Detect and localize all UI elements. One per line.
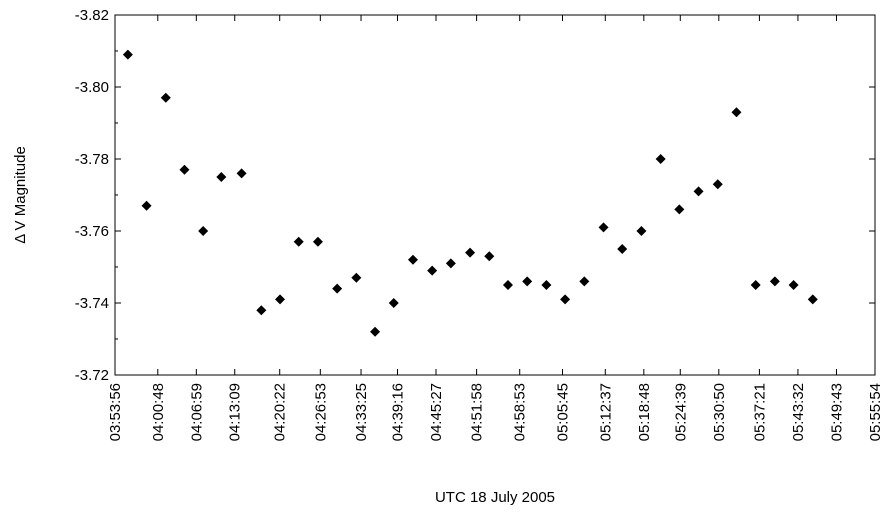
data-point bbox=[216, 172, 227, 182]
data-points bbox=[122, 49, 818, 337]
data-point bbox=[427, 265, 438, 276]
x-tick-label: 04:45:27 bbox=[428, 383, 445, 441]
x-axis: 03:53:56 04:00:48 04:06:59 04:13:09 04:20:22… bbox=[107, 15, 881, 441]
x-tick-label: 04:13:09 bbox=[227, 383, 244, 441]
data-point bbox=[636, 226, 647, 236]
data-point bbox=[807, 294, 818, 305]
x-tick-label: 03:53:56 bbox=[107, 383, 124, 441]
data-point bbox=[598, 222, 609, 233]
x-tick-label: 04:20:22 bbox=[272, 383, 289, 441]
data-point bbox=[484, 251, 495, 262]
y-tick-label: -3.76 bbox=[75, 223, 109, 240]
data-point bbox=[122, 49, 133, 60]
x-tick-label: 05:37:21 bbox=[751, 383, 768, 441]
y-tick-label: -3.72 bbox=[75, 367, 109, 384]
data-point bbox=[712, 179, 723, 190]
data-point bbox=[522, 276, 533, 287]
x-tick-label: 04:33:25 bbox=[353, 383, 370, 441]
x-tick-label: 04:00:48 bbox=[150, 383, 167, 441]
data-point bbox=[445, 258, 456, 269]
data-point bbox=[236, 168, 247, 179]
data-point bbox=[275, 294, 286, 305]
y-tick-label: -3.78 bbox=[75, 151, 109, 168]
x-tick-label: 05:18:48 bbox=[636, 383, 653, 441]
data-point bbox=[179, 164, 190, 175]
y-axis-title: Δ V Magnitude bbox=[12, 146, 29, 244]
x-tick-label: 05:30:50 bbox=[711, 383, 728, 441]
x-tick-label: 05:49:43 bbox=[828, 383, 845, 441]
x-tick-label: 04:06:59 bbox=[188, 383, 205, 441]
data-point bbox=[407, 254, 418, 265]
data-point bbox=[617, 244, 628, 254]
y-tick-label: -3.82 bbox=[75, 7, 109, 24]
x-tick-label: 04:39:16 bbox=[389, 383, 406, 441]
data-point bbox=[160, 92, 171, 103]
data-point bbox=[788, 280, 799, 290]
data-point bbox=[256, 305, 267, 316]
data-point bbox=[579, 276, 590, 287]
data-point bbox=[388, 298, 399, 308]
data-point bbox=[731, 107, 742, 118]
data-point bbox=[502, 280, 513, 290]
data-point bbox=[465, 247, 476, 258]
x-tick-label: 05:43:32 bbox=[790, 383, 807, 441]
x-axis-title: UTC 18 July 2005 bbox=[435, 489, 555, 506]
y-tick-label: -3.74 bbox=[75, 295, 109, 312]
x-tick-label: 05:05:45 bbox=[555, 383, 572, 441]
x-tick-label: 05:24:39 bbox=[672, 383, 689, 441]
data-point bbox=[332, 283, 343, 294]
x-tick-label: 04:26:53 bbox=[312, 383, 329, 441]
data-point bbox=[541, 280, 552, 290]
data-point bbox=[141, 200, 152, 211]
data-point bbox=[198, 226, 209, 236]
data-point bbox=[351, 272, 362, 283]
x-tick-label: 05:55:54 bbox=[867, 383, 881, 441]
y-axis: -3.82 -3.80 -3.78 -3.76 -3.74 -3.72 bbox=[75, 7, 875, 384]
y-tick-label: -3.80 bbox=[75, 79, 109, 96]
data-point bbox=[769, 276, 780, 287]
x-tick-label: 04:58:53 bbox=[512, 383, 529, 441]
plot-area bbox=[114, 14, 876, 376]
data-point bbox=[655, 154, 666, 164]
data-point bbox=[674, 204, 685, 215]
data-point bbox=[370, 326, 381, 337]
data-point bbox=[693, 186, 704, 197]
data-point bbox=[312, 236, 323, 247]
x-tick-label: 05:12:37 bbox=[597, 383, 614, 441]
x-tick-label: 04:51:58 bbox=[469, 383, 486, 441]
data-point bbox=[560, 294, 571, 305]
data-point bbox=[750, 280, 761, 290]
data-point bbox=[293, 236, 304, 247]
